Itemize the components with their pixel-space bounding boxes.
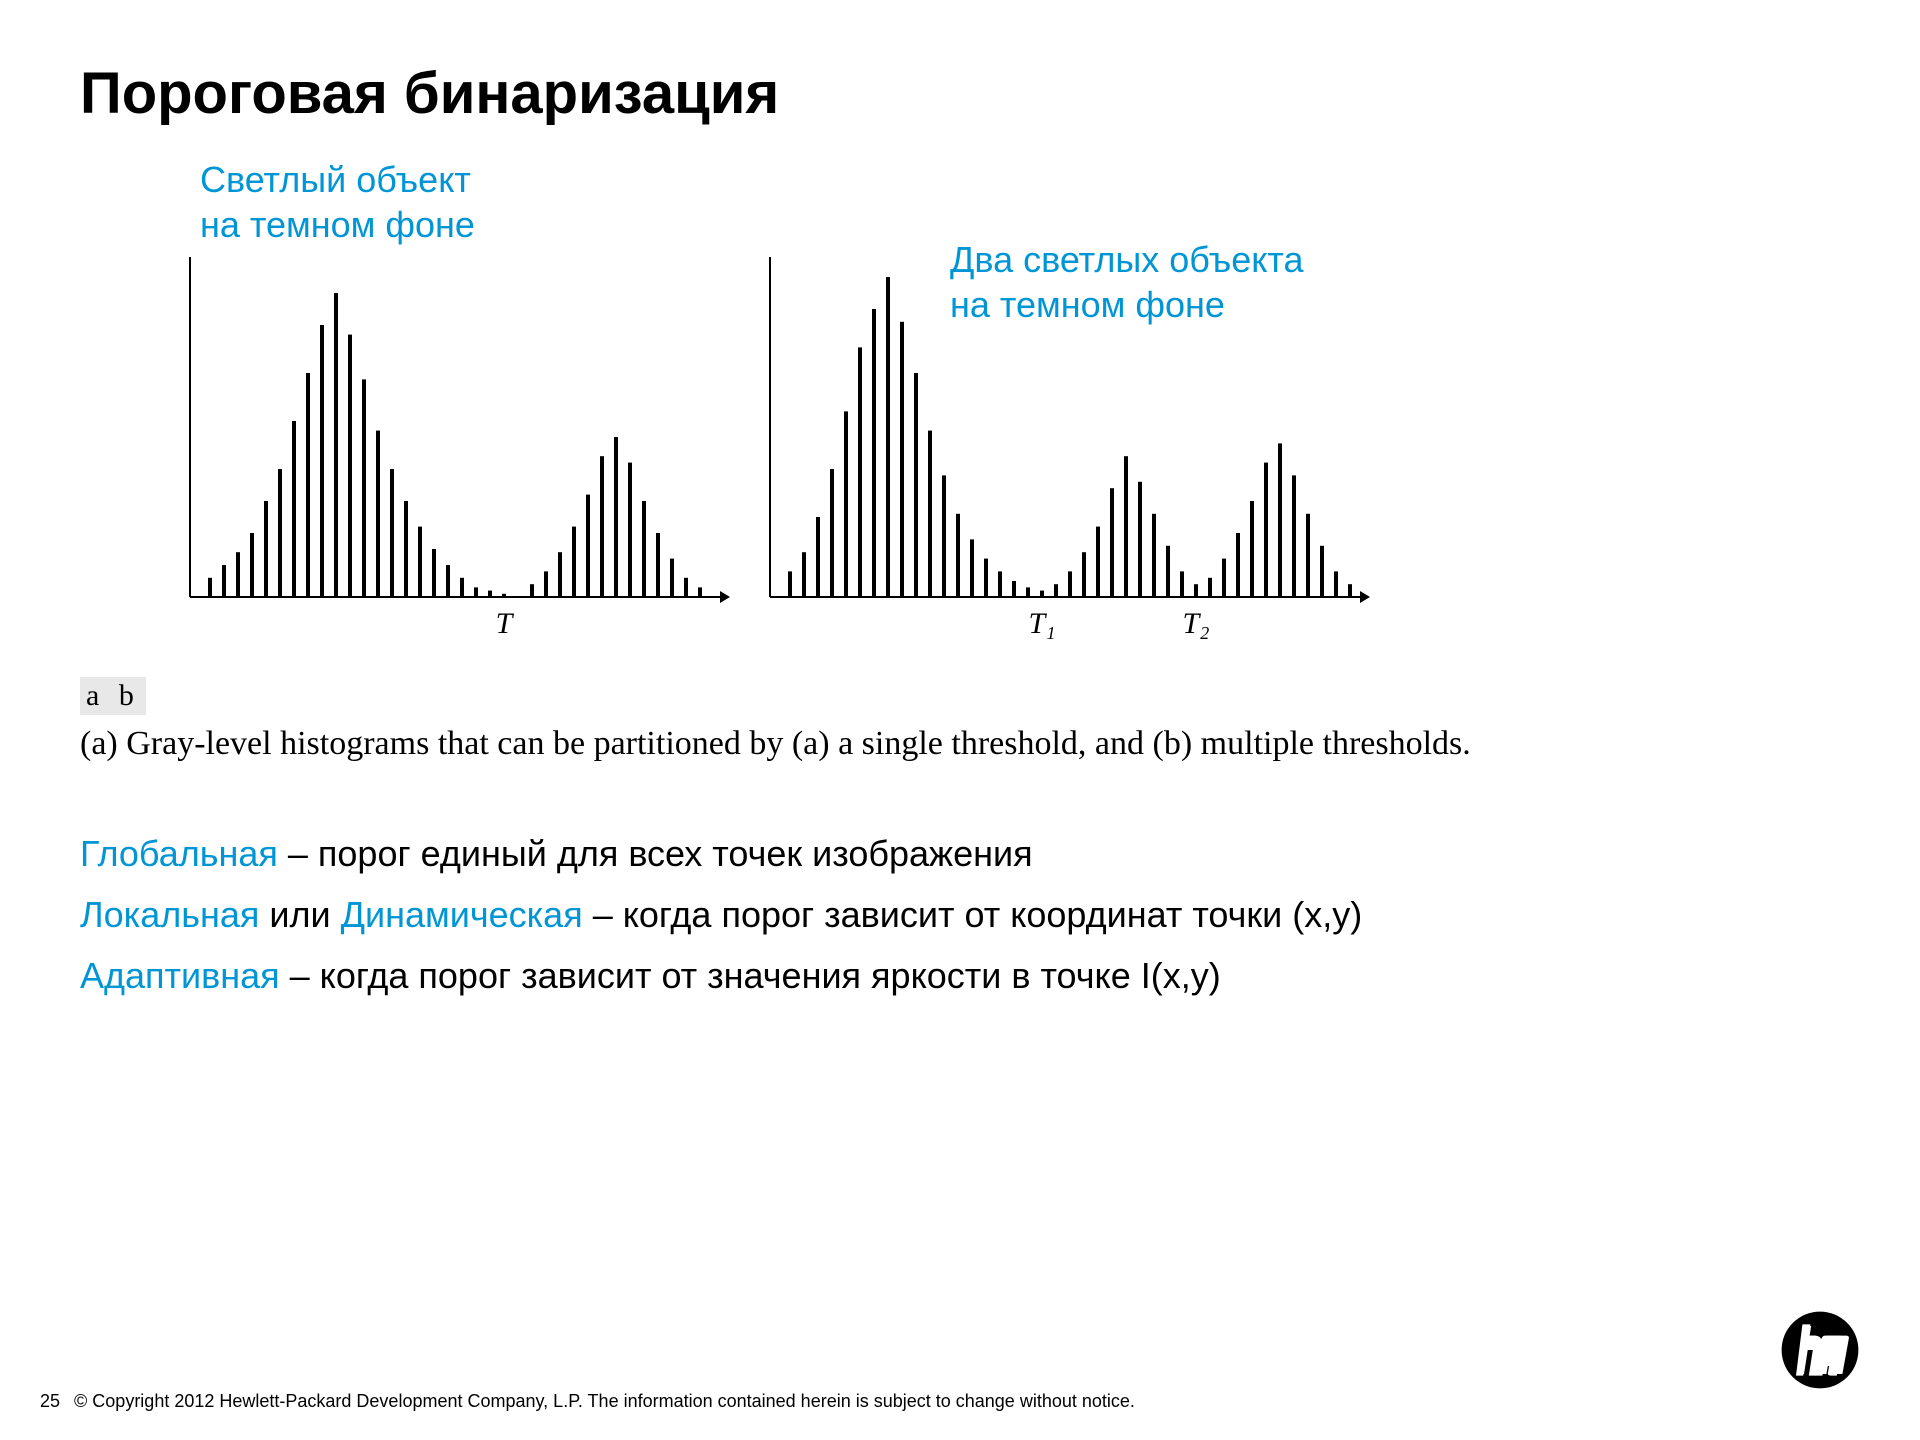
bullet-list: Глобальная – порог единый для всех точек… <box>80 823 1840 1007</box>
charts-row: Светлый объектна темном фоне T Два светл… <box>170 177 1840 647</box>
chart-right-label: Два светлых объектана темном фоне <box>950 237 1303 327</box>
page-number: 25 <box>40 1391 60 1412</box>
svg-text:T₂: T₂ <box>1182 607 1209 640</box>
bullet-line: Глобальная – порог единый для всех точек… <box>80 823 1840 884</box>
svg-text:T₁: T₁ <box>1028 607 1055 640</box>
highlight-term: Глобальная <box>80 833 278 874</box>
chart-left-label: Светлый объектна темном фоне <box>200 157 475 247</box>
bullet-line: Адаптивная – когда порог зависит от знач… <box>80 945 1840 1006</box>
bullet-line: Локальная или Динамическая – когда порог… <box>80 884 1840 945</box>
svg-text:T: T <box>496 607 515 640</box>
highlight-term: Адаптивная <box>80 955 280 996</box>
chart-right-block: Два светлых объектана темном фоне T₁ T₂ <box>750 177 1370 647</box>
highlight-term: Динамическая <box>341 894 583 935</box>
highlight-term: Локальная <box>80 894 259 935</box>
chart-left-block: Светлый объектна темном фоне T <box>170 177 730 647</box>
bullet-text: – порог единый для всех точек изображени… <box>278 833 1033 874</box>
caption-ab-label: a b <box>80 677 146 715</box>
caption-line: (a) Gray-level histograms that can be pa… <box>80 725 1840 763</box>
hp-logo <box>1780 1310 1860 1390</box>
histogram-left: T <box>170 177 730 647</box>
slide-title: Пороговая бинаризация <box>80 60 1840 127</box>
bullet-text: – когда порог зависит от значения яркост… <box>280 955 1221 996</box>
footer: 25 © Copyright 2012 Hewlett-Packard Deve… <box>40 1391 1135 1412</box>
bullet-text: или <box>259 894 340 935</box>
copyright-text: © Copyright 2012 Hewlett-Packard Develop… <box>74 1391 1135 1412</box>
bullet-text: – когда порог зависит от координат точки… <box>583 894 1363 935</box>
